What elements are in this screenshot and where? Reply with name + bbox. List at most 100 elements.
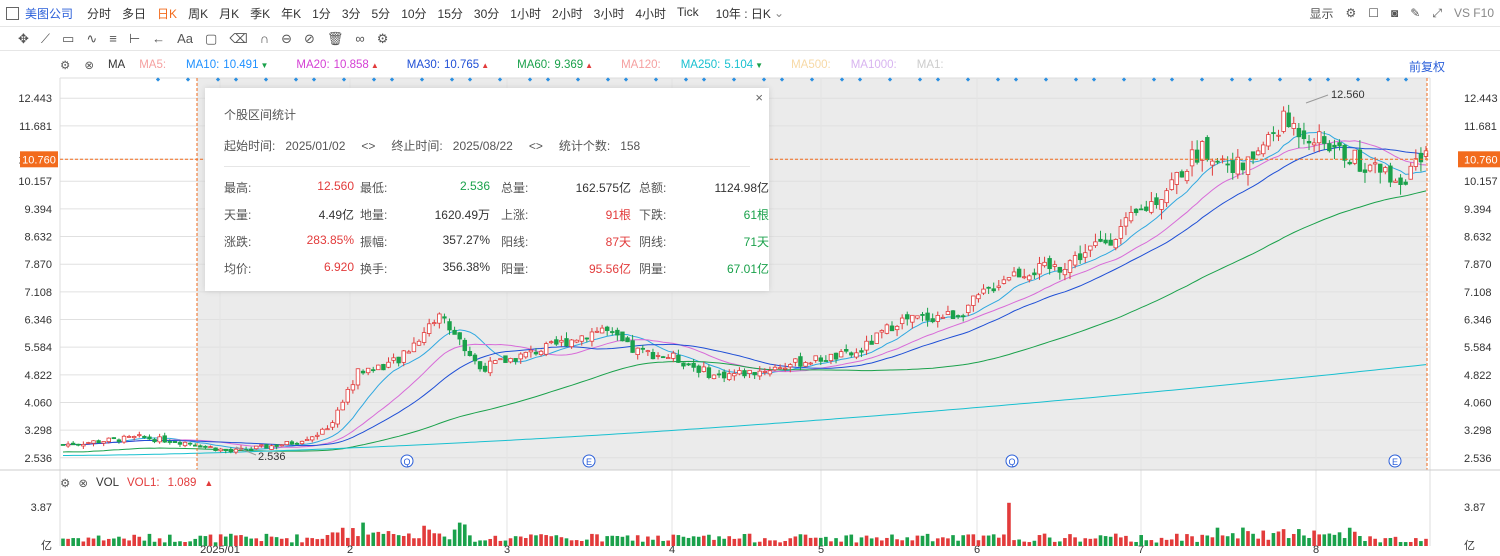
- magnet-icon[interactable]: ∩: [259, 31, 270, 46]
- tab-timeframe[interactable]: 季K: [250, 6, 271, 21]
- eraser-icon[interactable]: ⌫: [229, 30, 248, 46]
- gear-icon[interactable]: ⚙: [60, 60, 71, 72]
- trash-icon[interactable]: 🗑: [326, 30, 344, 46]
- vol-indicator-name[interactable]: VOL: [95, 477, 119, 489]
- comment-icon[interactable]: ▢: [205, 30, 218, 46]
- gear-icon[interactable]: ⚙: [1345, 6, 1357, 20]
- volume-bar: [208, 534, 213, 546]
- event-marker[interactable]: [1388, 454, 1402, 468]
- volume-bar: [1291, 533, 1296, 546]
- event-marker-label: Q: [1008, 457, 1015, 467]
- volume-bar: [717, 536, 721, 546]
- settings-icon[interactable]: ⚙: [376, 30, 389, 46]
- range-select[interactable]: 10年 : 日K: [715, 6, 771, 21]
- event-marker[interactable]: [400, 454, 414, 468]
- ma-indicator-name[interactable]: MA: [107, 59, 126, 71]
- line-icon[interactable]: ⟋: [40, 30, 51, 46]
- stat-value: 283.85%: [306, 233, 354, 247]
- tab-timeframe[interactable]: 年K: [281, 6, 302, 21]
- volume-bar: [106, 538, 111, 546]
- tab-timeframe[interactable]: 5分: [371, 6, 391, 21]
- expand-icon[interactable]: <>: [361, 138, 376, 153]
- candle: [676, 354, 681, 363]
- candle: [1184, 171, 1190, 182]
- candle: [76, 443, 81, 446]
- close-icon[interactable]: ×: [755, 90, 763, 105]
- square-icon[interactable]: ☐: [1368, 6, 1380, 20]
- candle: [752, 372, 757, 376]
- text-icon[interactable]: Aa: [177, 31, 194, 46]
- display-button[interactable]: 显示: [1309, 6, 1334, 21]
- drawing-toolbar: ✥ ⟋ ▭ ∿ ≡ ⊢ ← Aa ▢ ⌫ ∩ ⊖ ⊘ 🗑 ∞ ⚙: [0, 27, 1500, 51]
- tab-timeframe[interactable]: 日K: [157, 6, 178, 21]
- volume-bar: [1403, 542, 1408, 546]
- close-icon[interactable]: ⊗: [84, 60, 94, 72]
- stat-label: 阳线:: [501, 235, 529, 249]
- volume-bar: [1327, 533, 1332, 546]
- fuquan-button[interactable]: 前复权: [1409, 60, 1446, 74]
- volume-bar: [152, 541, 157, 546]
- candle: [1296, 127, 1302, 138]
- stat-label: 均价:: [224, 262, 252, 276]
- volume-bar: [91, 538, 96, 546]
- stats-range: 起始时间: 2025/01/02 <> 终止时间: 2025/08/22 <> …: [224, 137, 640, 154]
- volume-bar: [1220, 535, 1225, 546]
- list-icon[interactable]: ≡: [109, 31, 117, 46]
- event-marker[interactable]: [582, 454, 596, 468]
- volume-bar: [1225, 536, 1230, 546]
- wave-icon[interactable]: ∿: [86, 30, 98, 46]
- tab-timeframe[interactable]: 1分: [312, 6, 331, 21]
- candle: [1408, 165, 1413, 180]
- tab-timeframe[interactable]: 3分: [341, 6, 361, 21]
- volume-bar: [1139, 535, 1143, 546]
- candle: [1123, 217, 1129, 227]
- tab-timeframe[interactable]: 4小时: [635, 6, 667, 21]
- end-date[interactable]: 2025/08/22: [452, 138, 513, 153]
- stock-name[interactable]: 美图公司: [25, 6, 74, 21]
- candle: [284, 441, 289, 446]
- x-tick: 8: [1313, 544, 1319, 556]
- fullscreen-icon[interactable]: ⤢: [1432, 5, 1442, 20]
- tab-timeframe[interactable]: 10分: [401, 6, 427, 21]
- chevron-down-icon[interactable]: ⌄: [773, 6, 784, 20]
- candle: [884, 324, 890, 334]
- tab-timeframe[interactable]: 1小时: [510, 6, 541, 21]
- event-marker[interactable]: [1005, 454, 1019, 468]
- checkbox[interactable]: [6, 6, 19, 20]
- tab-timeframe[interactable]: 3小时: [593, 6, 625, 21]
- gear-icon[interactable]: ⚙: [60, 478, 71, 490]
- camera-icon[interactable]: ◙: [1391, 6, 1399, 20]
- crosshair-icon[interactable]: ✥: [18, 30, 29, 46]
- start-date[interactable]: 2025/01/02: [285, 138, 346, 153]
- tab-timeframe[interactable]: 周K: [188, 6, 209, 21]
- measure-icon[interactable]: ⊢: [128, 30, 141, 46]
- volume-bar: [386, 531, 391, 546]
- arrow-icon[interactable]: ←: [152, 31, 166, 46]
- volume-bar: [930, 541, 935, 546]
- lock-icon[interactable]: ⊖: [281, 30, 292, 46]
- candle: [1322, 136, 1327, 144]
- volume-bar: [229, 533, 233, 546]
- link-icon[interactable]: ∞: [355, 31, 365, 46]
- tab-timeframe[interactable]: 分时: [87, 6, 112, 21]
- hide-icon[interactable]: ⊘: [303, 30, 315, 46]
- tab-timeframe[interactable]: 2小时: [551, 6, 583, 21]
- volume-bar: [340, 527, 345, 546]
- candle: [1306, 140, 1312, 144]
- vs-f10-button[interactable]: VS F10: [1453, 6, 1494, 20]
- candle: [1347, 161, 1352, 165]
- tab-timeframe[interactable]: Tick: [677, 4, 699, 19]
- expand-icon[interactable]: <>: [528, 138, 543, 153]
- toolbar-right: 显示 ⚙ ☐ ◙ ✎ ⤢ VS F10: [1310, 0, 1495, 26]
- tab-timeframe[interactable]: 多日: [122, 6, 147, 21]
- pen-icon[interactable]: ✎: [1410, 6, 1421, 20]
- tab-timeframe[interactable]: 月K: [219, 6, 240, 21]
- candle: [121, 435, 127, 443]
- close-icon[interactable]: ⊗: [78, 478, 88, 490]
- candle: [1423, 150, 1429, 157]
- rect-icon[interactable]: ▭: [62, 30, 75, 46]
- tab-timeframe[interactable]: 15分: [437, 6, 463, 21]
- stat-label: 总额:: [639, 181, 667, 195]
- tab-timeframe[interactable]: 30分: [473, 6, 500, 21]
- candle: [452, 329, 457, 335]
